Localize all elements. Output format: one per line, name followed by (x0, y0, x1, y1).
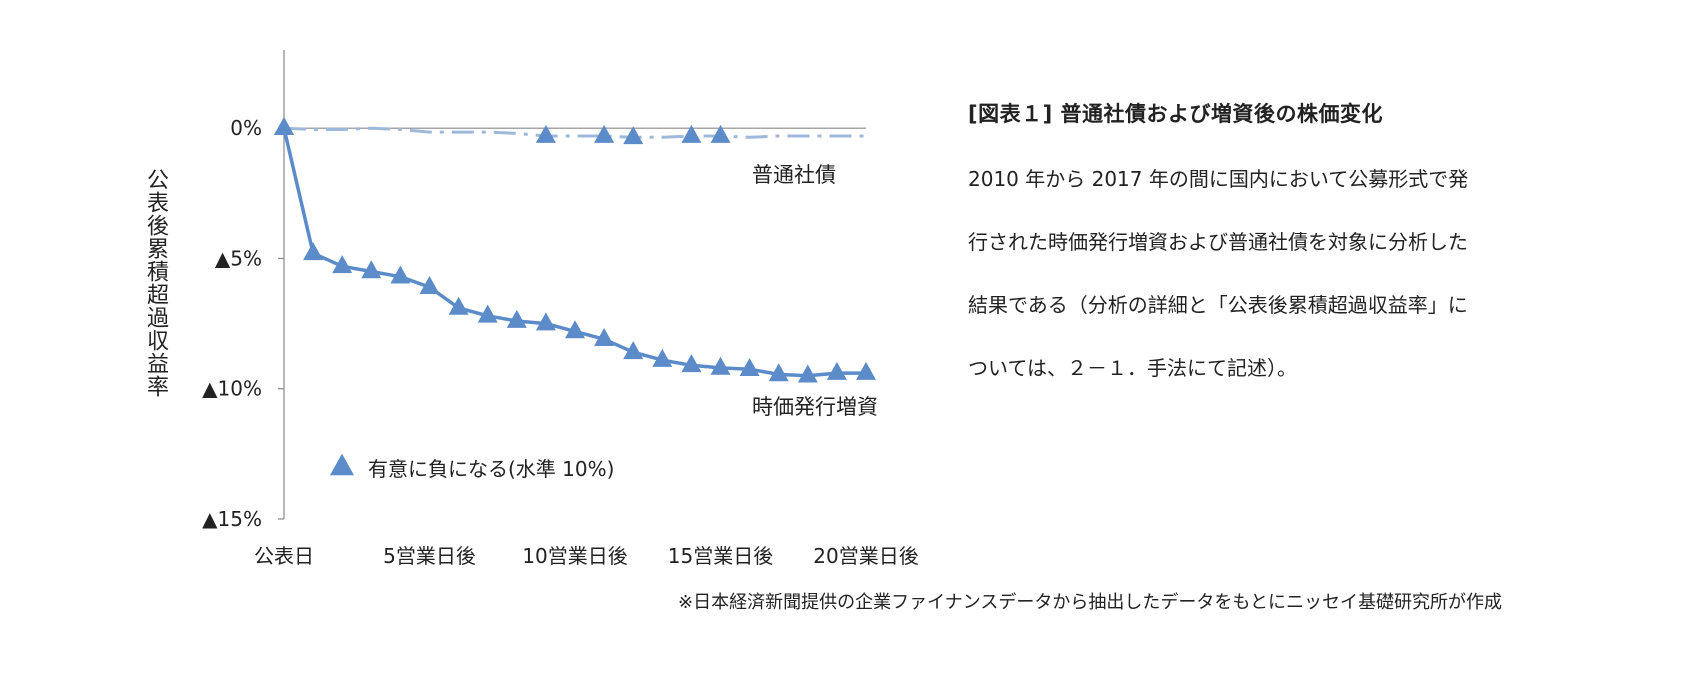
data-point-marker (623, 126, 644, 145)
data-point-marker (768, 363, 789, 382)
data-point-marker (477, 304, 498, 323)
panel-line: ついては、２－１．手法にて記述）。 (968, 356, 1297, 380)
data-point-marker (797, 364, 818, 383)
data-point-marker (274, 117, 294, 136)
y-tick-label: ▲10% (202, 377, 262, 401)
data-point-marker (419, 275, 440, 294)
series-line-0 (283, 126, 866, 139)
data-point-marker (710, 124, 731, 143)
y-tick-label: ▲5% (215, 246, 262, 270)
data-point-marker (448, 296, 469, 315)
x-tick-label: 20営業日後 (813, 544, 918, 568)
data-point-marker (332, 255, 353, 274)
data-point-marker (681, 354, 702, 373)
data-point-marker (681, 124, 702, 143)
legend-triangle-icon (330, 453, 354, 476)
data-point-marker (594, 328, 615, 347)
y-tick-label: 0% (230, 116, 262, 140)
series-label: 時価発行増資 (752, 395, 878, 419)
source-note: ※日本経済新聞提供の企業ファイナンスデータから抽出したデータをもとにニッセイ基礎… (678, 592, 1502, 613)
data-point-marker (739, 358, 760, 377)
data-point-marker (652, 348, 673, 367)
data-point-marker (565, 320, 585, 339)
x-tick-label: 公表日 (254, 544, 314, 568)
panel-line: 2010 年から 2017 年の間に国内において公募形式で発 (968, 167, 1469, 191)
panel-line: 行された時価発行増資および普通社債を対象に分析した (968, 230, 1468, 254)
y-axis-label: 公表後累積超過収益率 (143, 168, 168, 398)
data-point-marker (856, 361, 876, 380)
data-point-marker (390, 265, 411, 284)
panel-line: 結果である（分析の詳細と「公表後累積超過収益率」に (968, 293, 1468, 317)
x-tick-label: 10営業日後 (522, 544, 627, 568)
data-point-marker (535, 312, 556, 331)
data-point-marker (710, 356, 731, 375)
data-point-marker (826, 361, 847, 380)
x-tick-label: 5営業日後 (383, 544, 476, 568)
panel-body: 2010 年から 2017 年の間に国内において公募形式で発 行された時価発行増… (968, 148, 1558, 400)
data-point-marker (303, 242, 324, 261)
y-tick-label: ▲15% (202, 507, 262, 531)
data-point-marker (535, 124, 556, 143)
series-label: 普通社債 (752, 163, 836, 187)
data-point-marker (594, 124, 615, 143)
data-point-marker (361, 260, 382, 279)
description-panel: [図表１] 普通社債および増資後の株価変化 2010 年から 2017 年の間に… (968, 98, 1558, 400)
data-point-marker (623, 341, 644, 360)
data-point-marker (506, 309, 527, 328)
x-tick-label: 15営業日後 (668, 544, 773, 568)
panel-title: [図表１] 普通社債および増資後の株価変化 (968, 102, 1384, 126)
legend-label: 有意に負になる(水準 10%) (368, 457, 614, 481)
